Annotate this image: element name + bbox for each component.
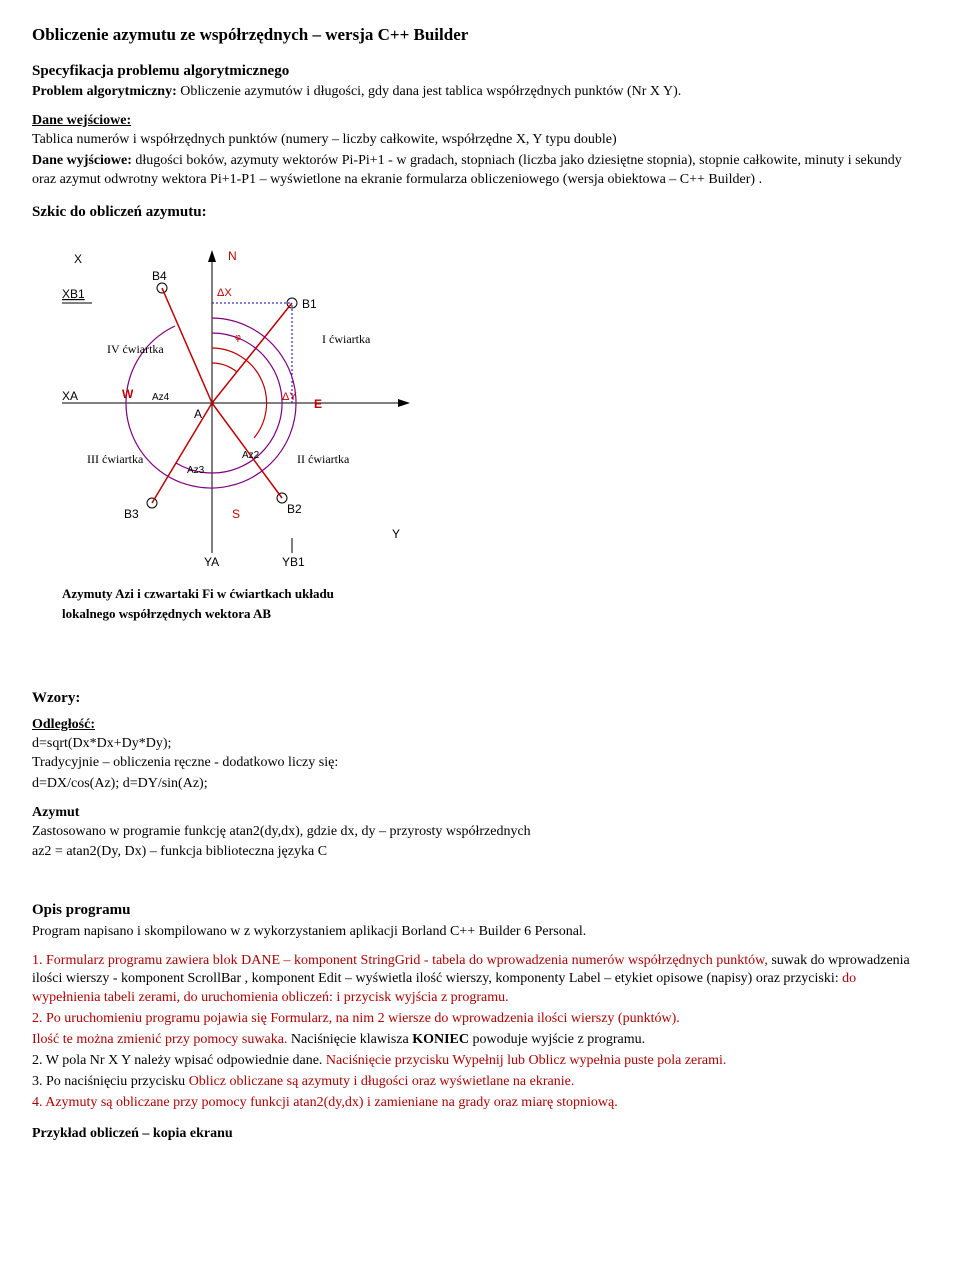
output-label: Dane wyjściowe: xyxy=(32,153,132,168)
label-XB1: XB1 xyxy=(62,287,85,301)
label-W: W xyxy=(122,387,134,401)
opis-p1: 1. Formularz programu zawiera blok DANE … xyxy=(32,952,928,1009)
opis-p3: 2. W pola Nr X Y należy wpisać odpowiedn… xyxy=(32,1052,928,1071)
odl-line2: Tradycyjnie – obliczenia ręczne - dodatk… xyxy=(32,754,928,773)
opis-p2b: Ilość te można zmienić przy pomocy suwak… xyxy=(32,1032,291,1047)
spec-head: Specyfikacja problemu algorytmicznego xyxy=(32,61,928,81)
az-line2: az2 = atan2(Dy, Dx) – funkcja bibliotecz… xyxy=(32,843,928,862)
label-N: N xyxy=(228,249,237,263)
label-Az3: Az3 xyxy=(187,465,205,476)
input-label: Dane wejściowe: xyxy=(32,112,928,131)
label-X: X xyxy=(74,252,82,266)
opis-p3a: 2. W pola Nr X Y należy wpisać odpowiedn… xyxy=(32,1053,326,1068)
opis-p4a: 3. Po naciśnięciu przycisku xyxy=(32,1074,189,1089)
opis-p4b: Oblicz obliczane są azymuty i długości o… xyxy=(189,1074,575,1089)
az-line1: Zastosowano w programie funkcję atan2(dy… xyxy=(32,823,928,842)
label-dY: ΔY xyxy=(282,391,297,403)
opis-p5: 4. Azymuty są obliczane przy pomocy funk… xyxy=(32,1094,928,1113)
label-B4: B4 xyxy=(152,269,167,283)
svg-text:φ: φ xyxy=(235,332,241,342)
label-E: E xyxy=(314,397,322,411)
opis-p2-line2: Ilość te można zmienić przy pomocy suwak… xyxy=(32,1031,928,1050)
label-S: S xyxy=(232,507,240,521)
az-head: Azymut xyxy=(32,804,928,823)
label-Az4: Az4 xyxy=(152,392,170,403)
diagram-caption-1: Azymuty Azi i czwartaki Fi w ćwiartkach … xyxy=(62,586,334,601)
label-q4: IV ćwiartka xyxy=(107,342,164,356)
problem-line: Problem algorytmiczny: Obliczenie azymut… xyxy=(32,83,928,102)
problem-text: Obliczenie azymutów i długości, gdy dana… xyxy=(177,84,682,99)
label-q1: I ćwiartka xyxy=(322,332,371,346)
input-text: Tablica numerów i współrzędnych punktów … xyxy=(32,131,928,150)
example-head: Przykład obliczeń – kopia ekranu xyxy=(32,1125,928,1144)
odl-head: Odległość: xyxy=(32,716,928,735)
label-B2: B2 xyxy=(287,502,302,516)
odl-line3: d=DX/cos(Az); d=DY/sin(Az); xyxy=(32,775,928,794)
label-q3: III ćwiartka xyxy=(87,452,144,466)
label-B1: B1 xyxy=(302,297,317,311)
label-B3: B3 xyxy=(124,507,139,521)
opis-head: Opis programu xyxy=(32,900,928,920)
odl-line1: d=sqrt(Dx*Dx+Dy*Dy); xyxy=(32,735,928,754)
output-line: Dane wyjściowe: długości boków, azymuty … xyxy=(32,152,928,190)
opis-p4: 3. Po naciśnięciu przycisku Oblicz oblic… xyxy=(32,1073,928,1092)
wzory-head: Wzory: xyxy=(32,688,928,708)
opis-p2c: Naciśnięcie klawisza xyxy=(291,1032,412,1047)
opis-p2a: 2. Po uruchomieniu programu pojawia się … xyxy=(32,1010,928,1029)
page-title: Obliczenie azymutu ze współrzędnych – we… xyxy=(32,24,928,47)
label-YB1: YB1 xyxy=(282,555,305,569)
diagram-caption-2: lokalnego współrzędnych wektora AB xyxy=(62,606,271,621)
label-XA: XA xyxy=(62,389,78,403)
opis-intro: Program napisano i skompilowano w z wyko… xyxy=(32,923,928,942)
opis-p2d: KONIEC xyxy=(412,1032,469,1047)
opis-p2e: powoduje wyjście z programu. xyxy=(469,1032,645,1047)
sketch-head: Szkic do obliczeń azymutu: xyxy=(32,202,928,222)
label-dX: ΔX xyxy=(217,287,232,299)
opis-p3b: Naciśnięcie przycisku Wypełnij lub Oblic… xyxy=(326,1053,727,1068)
azimuth-diagram: A φ N S W E X Y XB1 XA YA YB1 ΔX ΔY B1 B… xyxy=(32,228,452,628)
opis-p1a: 1. Formularz programu zawiera blok DANE … xyxy=(32,953,768,968)
output-text: długości boków, azymuty wektorów Pi-Pi+1… xyxy=(32,153,902,187)
problem-label: Problem algorytmiczny: xyxy=(32,84,177,99)
label-q2: II ćwiartka xyxy=(297,452,350,466)
label-YA: YA xyxy=(204,555,219,569)
label-Az2: Az2 xyxy=(242,450,260,461)
label-Y: Y xyxy=(392,527,400,541)
label-A: A xyxy=(194,407,202,421)
